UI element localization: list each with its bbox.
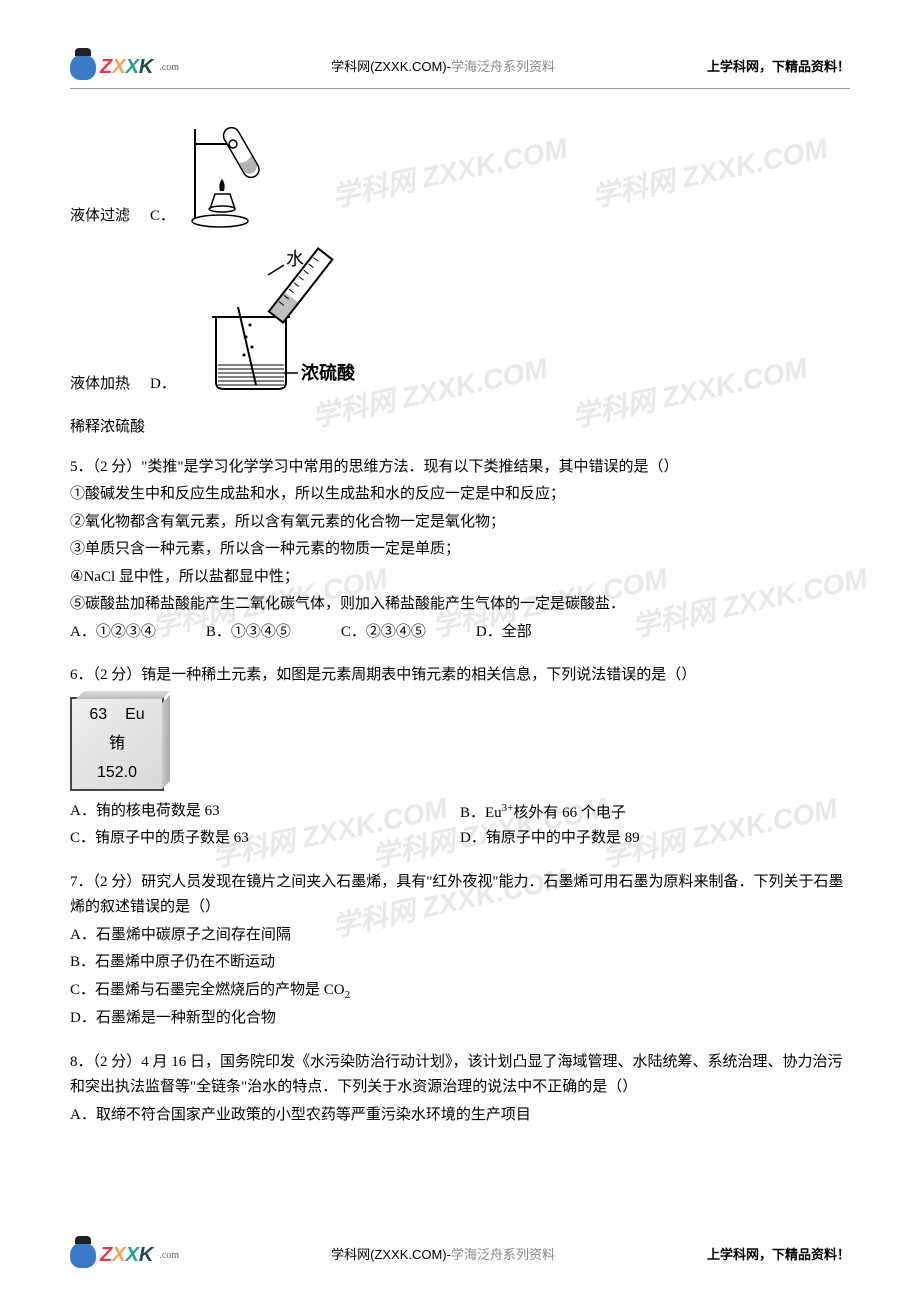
heat-prefix: 液体加热	[70, 372, 130, 398]
dilute-caption: 稀释浓硫酸	[70, 415, 850, 441]
footer-center-black: 学科网(ZXXK.COM)-	[331, 1247, 451, 1262]
q5-s4: ④NaCl 显中性，所以盐都显中性；	[70, 565, 850, 591]
q6-optB-prefix: B．Eu	[460, 805, 502, 821]
logo-x2: X	[126, 56, 139, 78]
q6-optA: A．铕的核电荷数是 63	[70, 799, 460, 827]
logo-icon	[70, 54, 96, 80]
footer-center: 学科网(ZXXK.COM)-学海泛舟系列资料	[331, 1244, 555, 1266]
element-mass: 152.0	[97, 759, 137, 786]
footer-logo-text: ZXXK	[100, 1238, 153, 1272]
q5-s3: ③单质只含一种元素，所以含一种元素的物质一定是单质；	[70, 537, 850, 563]
footer-logo-suffix: .com	[159, 1247, 179, 1264]
footer-logo: ZXXK .com	[70, 1238, 179, 1272]
element-name: 铕	[109, 730, 125, 757]
page-footer: ZXXK .com 学科网(ZXXK.COM)-学海泛舟系列资料 上学科网，下精…	[70, 1238, 850, 1272]
figure-dilute: 水 浓硫酸	[186, 247, 386, 397]
q5-stem: 5．（2 分）"类推"是学习化学学习中常用的思维方法．现有以下类推结果，其中错误…	[70, 455, 850, 481]
header-center: 学科网(ZXXK.COM)-学海泛舟系列资料	[331, 56, 555, 78]
logo: ZXXK .com	[70, 50, 179, 84]
q7-stem: 7．（2 分）研究人员发现在镜片之间夹入石墨烯，具有"红外夜视"能力．石墨烯可用…	[70, 870, 850, 921]
q7-optC-prefix: C．石墨烯与石墨完全燃烧后的产物是 CO	[70, 982, 345, 998]
logo-text: ZXXK	[100, 50, 153, 84]
logo-z: Z	[100, 56, 112, 78]
filter-letter: C．	[150, 204, 175, 230]
footer-logo-x2: X	[126, 1244, 139, 1266]
acid-label-svg: 浓硫酸	[301, 362, 356, 383]
question-7: 7．（2 分）研究人员发现在镜片之间夹入石墨烯，具有"红外夜视"能力．石墨烯可用…	[70, 870, 850, 1032]
q5-options: A．①②③④ B．①③④⑤ C．②③④⑤ D．全部	[70, 620, 850, 646]
logo-x1: X	[112, 56, 125, 78]
figure-d-row: 液体加热 D．	[70, 247, 850, 397]
q5-s1: ①酸碱发生中和反应生成盐和水，所以生成盐和水的反应一定是中和反应；	[70, 482, 850, 508]
figure-filter	[185, 109, 325, 229]
question-6: 6．（2 分）铕是一种稀土元素，如图是元素周期表中铕元素的相关信息，下列说法错误…	[70, 663, 850, 852]
logo-k: K	[139, 56, 153, 78]
q6-optB: B．Eu3+核外有 66 个电子	[460, 799, 850, 827]
footer-logo-icon	[70, 1242, 96, 1268]
q7-optC-sub: 2	[345, 989, 351, 1001]
q8-stem: 8．（2 分）4 月 16 日，国务院印发《水污染防治行动计划》，该计划凸显了海…	[70, 1050, 850, 1101]
footer-center-gray: 学海泛舟系列资料	[451, 1247, 555, 1262]
q5-optD: D．全部	[476, 620, 532, 646]
header-right: 上学科网，下精品资料！	[707, 56, 850, 78]
question-5: 5．（2 分）"类推"是学习化学学习中常用的思维方法．现有以下类推结果，其中错误…	[70, 455, 850, 646]
element-number: 63	[89, 701, 107, 728]
page-header: ZXXK .com 学科网(ZXXK.COM)-学海泛舟系列资料 上学科网，下精…	[70, 50, 850, 89]
header-center-black: 学科网(ZXXK.COM)-	[331, 59, 451, 74]
element-top: 63 Eu	[89, 701, 144, 728]
q6-optD: D．铕原子中的中子数是 89	[460, 826, 850, 852]
q6-optB-suffix: 核外有 66 个电子	[513, 805, 626, 821]
element-symbol: Eu	[125, 701, 145, 728]
q7-optD: D．石墨烯是一种新型的化合物	[70, 1006, 850, 1032]
filter-prefix: 液体过滤	[70, 204, 130, 230]
q6-optC: C．铕原子中的质子数是 63	[70, 826, 460, 852]
q5-optB: B．①③④⑤	[206, 620, 291, 646]
footer-logo-x1: X	[112, 1244, 125, 1266]
q6-options: A．铕的核电荷数是 63 B．Eu3+核外有 66 个电子 C．铕原子中的质子数…	[70, 799, 850, 852]
content: 学科网 ZXXK.COM 学科网 ZXXK.COM 学科网 ZXXK.COM 学…	[70, 109, 850, 1128]
footer-right: 上学科网，下精品资料！	[707, 1244, 850, 1266]
element-box: 63 Eu 铕 152.0	[70, 697, 164, 791]
q5-optC: C．②③④⑤	[341, 620, 426, 646]
q6-stem: 6．（2 分）铕是一种稀土元素，如图是元素周期表中铕元素的相关信息，下列说法错误…	[70, 663, 850, 689]
q7-optC: C．石墨烯与石墨完全燃烧后的产物是 CO2	[70, 978, 850, 1005]
footer-logo-k: K	[139, 1244, 153, 1266]
question-8: 8．（2 分）4 月 16 日，国务院印发《水污染防治行动计划》，该计划凸显了海…	[70, 1050, 850, 1129]
q6-optB-sup: 3+	[502, 802, 514, 814]
q7-optB: B．石墨烯中原子仍在不断运动	[70, 950, 850, 976]
heat-letter: D．	[150, 372, 176, 398]
q5-optA: A．①②③④	[70, 620, 156, 646]
q5-s5: ⑤碳酸盐加稀盐酸能产生二氧化碳气体，则加入稀盐酸能产生气体的一定是碳酸盐．	[70, 592, 850, 618]
water-label-svg: 水	[286, 249, 304, 269]
footer-logo-z: Z	[100, 1244, 112, 1266]
q7-optA: A．石墨烯中碳原子之间存在间隔	[70, 923, 850, 949]
logo-suffix: .com	[159, 59, 179, 76]
figure-c-row: 液体过滤 C．	[70, 109, 850, 229]
q5-s2: ②氧化物都含有氧元素，所以含有氧元素的化合物一定是氧化物；	[70, 510, 850, 536]
header-center-gray: 学海泛舟系列资料	[451, 59, 555, 74]
q8-optA: A．取缔不符合国家产业政策的小型农药等严重污染水环境的生产项目	[70, 1103, 850, 1129]
